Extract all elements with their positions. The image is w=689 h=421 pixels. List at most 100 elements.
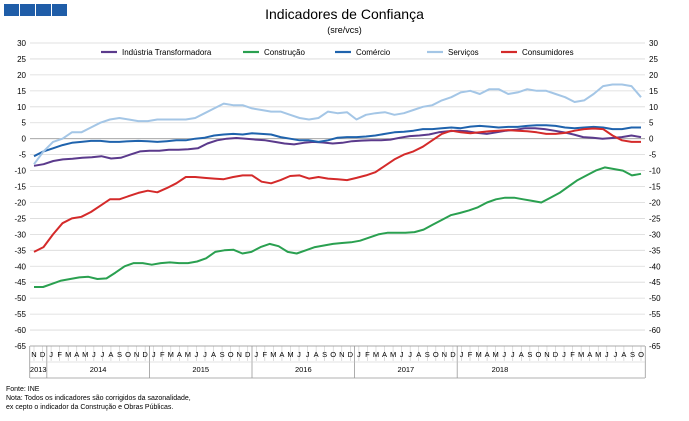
y-tick-label-right: -20: [649, 198, 661, 207]
x-month-label: S: [425, 350, 430, 359]
x-month-label: M: [493, 350, 499, 359]
series-line-1: [33, 127, 642, 167]
y-tick-label-right: -5: [649, 151, 657, 160]
year-label: 2015: [192, 365, 209, 374]
y-tick-label-left: -55: [14, 310, 26, 319]
x-month-label: J: [400, 350, 404, 359]
x-month-label: D: [348, 350, 354, 359]
y-tick-label-left: -60: [14, 326, 26, 335]
y-tick-label-right: -40: [649, 262, 661, 271]
x-month-label: M: [168, 350, 174, 359]
y-tick-label-left: 25: [17, 55, 26, 64]
x-month-label: J: [306, 350, 310, 359]
x-month-label: O: [125, 350, 131, 359]
y-tick-label-right: 5: [649, 119, 654, 128]
y-tick-label-left: 5: [22, 119, 27, 128]
y-tick-label-right: -55: [649, 310, 661, 319]
x-month-label: N: [236, 350, 241, 359]
x-month-label: O: [535, 350, 541, 359]
legend-label: Serviços: [448, 48, 479, 57]
x-month-label: J: [502, 350, 506, 359]
y-tick-label-right: -25: [649, 214, 661, 223]
x-month-label: J: [297, 350, 301, 359]
y-tick-label-left: 20: [17, 71, 26, 80]
x-month-label: A: [485, 350, 490, 359]
x-month-label: A: [108, 350, 113, 359]
logo-square-3: [36, 4, 51, 16]
y-tick-label-left: 30: [17, 39, 26, 48]
year-label: 2016: [295, 365, 312, 374]
x-month-label: J: [511, 350, 515, 359]
y-tick-label-left: 10: [17, 103, 26, 112]
series-line-3: [33, 124, 641, 158]
x-month-label: M: [475, 350, 481, 359]
y-tick-label-right: -35: [649, 246, 661, 255]
x-month-label: J: [357, 350, 361, 359]
y-tick-label-left: -30: [14, 230, 26, 239]
y-tick-label-right: 20: [649, 71, 658, 80]
x-month-label: N: [31, 350, 36, 359]
x-month-label: M: [287, 350, 293, 359]
y-tick-label-left: -25: [14, 214, 26, 223]
series-line-4: [33, 83, 642, 165]
source-note: Fonte: INE: [6, 386, 40, 393]
x-month-label: J: [195, 350, 199, 359]
x-month-label: J: [613, 350, 617, 359]
x-month-label: J: [203, 350, 207, 359]
logo-square-1: [4, 4, 19, 16]
y-tick-label-left: -5: [19, 151, 27, 160]
year-label: 2017: [398, 365, 415, 374]
legend-label: Consumidores: [522, 48, 574, 57]
x-month-label: M: [390, 350, 396, 359]
x-month-label: J: [254, 350, 258, 359]
y-tick-label-right: -65: [649, 342, 661, 351]
y-tick-label-left: -10: [14, 167, 26, 176]
legend-label: Construção: [264, 48, 305, 57]
x-month-label: M: [185, 350, 191, 359]
x-month-label: J: [562, 350, 566, 359]
x-month-label: F: [468, 350, 473, 359]
x-month-label: J: [605, 350, 609, 359]
year-label: 2013: [30, 365, 47, 374]
x-month-label: F: [160, 350, 165, 359]
y-tick-label-right: 25: [649, 55, 658, 64]
x-month-label: S: [630, 350, 635, 359]
year-label: 2018: [492, 365, 509, 374]
x-month-label: O: [228, 350, 234, 359]
x-month-label: A: [74, 350, 79, 359]
y-tick-label-left: 15: [17, 87, 26, 96]
x-month-label: S: [220, 350, 225, 359]
y-tick-label-right: -60: [649, 326, 661, 335]
x-month-label: J: [408, 350, 412, 359]
x-month-label: J: [460, 350, 464, 359]
x-month-label: J: [92, 350, 96, 359]
y-tick-label-left: -35: [14, 246, 26, 255]
legend-label: Indústria Transformadora: [122, 48, 212, 57]
legend-label: Comércio: [356, 48, 391, 57]
x-month-label: A: [382, 350, 387, 359]
x-month-label: S: [322, 350, 327, 359]
logo-square-2: [20, 4, 35, 16]
y-tick-label-right: -50: [649, 294, 661, 303]
x-month-label: A: [621, 350, 626, 359]
x-month-label: M: [82, 350, 88, 359]
x-month-label: A: [519, 350, 524, 359]
x-month-label: M: [270, 350, 276, 359]
x-month-label: J: [101, 350, 105, 359]
x-month-label: F: [570, 350, 575, 359]
y-tick-label-left: -45: [14, 278, 26, 287]
y-tick-label-right: 10: [649, 103, 658, 112]
x-month-label: D: [142, 350, 148, 359]
x-month-label: D: [40, 350, 46, 359]
x-month-label: D: [450, 350, 456, 359]
x-month-label: N: [134, 350, 139, 359]
x-month-label: D: [553, 350, 559, 359]
x-month-label: A: [177, 350, 182, 359]
x-month-label: O: [330, 350, 336, 359]
x-month-label: A: [279, 350, 284, 359]
x-month-label: S: [527, 350, 532, 359]
x-month-label: O: [433, 350, 439, 359]
x-month-label: F: [57, 350, 62, 359]
x-month-label: J: [49, 350, 53, 359]
